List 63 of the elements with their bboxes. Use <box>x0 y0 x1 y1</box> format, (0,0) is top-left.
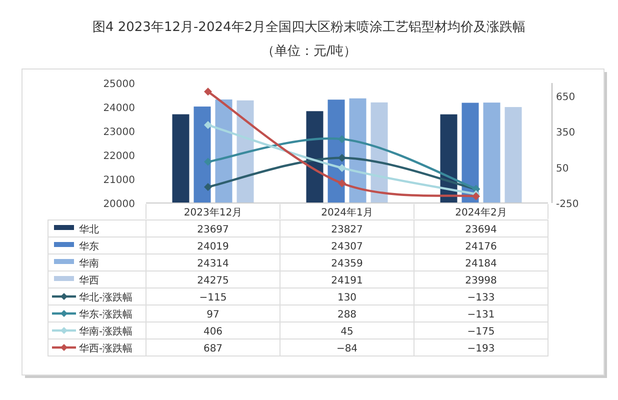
data-label: 130 <box>337 292 357 304</box>
point <box>338 164 346 172</box>
legend-item: 华东-涨跌幅 <box>52 310 133 320</box>
data-label: 97 <box>206 310 220 320</box>
legend-item: 华南 <box>54 258 99 270</box>
y2-tick-label: 50 <box>556 163 569 174</box>
legend-item: 华东 <box>54 242 99 252</box>
chart-subtitle: （单位：元/吨） <box>261 44 357 59</box>
data-label: 45 <box>340 326 354 338</box>
data-label: 23697 <box>197 224 229 236</box>
data-label: −175 <box>467 326 495 338</box>
y-tick-label: 24000 <box>103 103 135 114</box>
data-label: 23827 <box>331 224 363 236</box>
legend-label: 华南 <box>79 258 99 270</box>
data-label: 24191 <box>331 276 363 286</box>
y-tick-label: 25000 <box>103 79 135 90</box>
legend-label: 华西 <box>79 274 99 286</box>
point <box>204 88 212 96</box>
legend-label: 华西-涨跌幅 <box>79 342 133 354</box>
x-tick-label: 2024年1月 <box>321 206 373 218</box>
x-tick-label: 2023年12月 <box>184 206 242 218</box>
data-label: 406 <box>203 326 223 338</box>
data-label: 23998 <box>465 276 497 286</box>
point <box>204 182 212 191</box>
legend-item: 华北 <box>54 224 99 236</box>
point <box>204 121 212 130</box>
point <box>338 154 346 162</box>
data-label: 24184 <box>465 258 497 270</box>
chart-title: 图4 2023年12月-2024年2月全国四大区粉末喷涂工艺铝型材均价及涨跌幅 <box>92 20 526 35</box>
data-label: 24019 <box>197 242 229 252</box>
legend-item: 华北-涨跌幅 <box>52 292 133 304</box>
y-tick-label: 23000 <box>103 127 135 138</box>
y-tick-label: 21000 <box>103 175 135 186</box>
legend-label: 华南-涨跌幅 <box>79 326 133 338</box>
data-label: 24359 <box>331 258 363 270</box>
legend-label: 华北-涨跌幅 <box>79 292 133 304</box>
x-tick-label: 2024年2月 <box>455 206 507 218</box>
legend-label: 华东 <box>79 240 99 252</box>
legend-item: 华西-涨跌幅 <box>52 344 133 354</box>
data-label: 24314 <box>197 258 229 270</box>
legend-label: 华北 <box>79 224 99 236</box>
point <box>338 135 346 144</box>
data-label: 24275 <box>197 276 229 286</box>
y-tick-label: 20000 <box>103 199 135 210</box>
data-label: 687 <box>203 344 223 354</box>
y2-tick-label: 650 <box>556 92 576 104</box>
data-label: −115 <box>199 292 227 304</box>
point <box>204 158 212 166</box>
data-label: −84 <box>336 344 358 354</box>
data-label: 288 <box>337 310 357 320</box>
data-label: −131 <box>467 310 495 320</box>
legend-label: 华东-涨跌幅 <box>79 308 133 320</box>
data-label: 23694 <box>465 224 497 236</box>
y2-tick-label: 350 <box>556 128 576 139</box>
legend-item: 华西 <box>54 276 99 286</box>
data-label: −193 <box>467 344 495 354</box>
y2-tick-label: -250 <box>556 199 579 210</box>
legend-item: 华南-涨跌幅 <box>52 326 133 338</box>
data-label: 24176 <box>465 242 497 252</box>
point <box>338 179 346 188</box>
data-label: −133 <box>467 292 495 304</box>
y-tick-label: 22000 <box>103 151 135 162</box>
data-label: 24307 <box>331 242 363 252</box>
